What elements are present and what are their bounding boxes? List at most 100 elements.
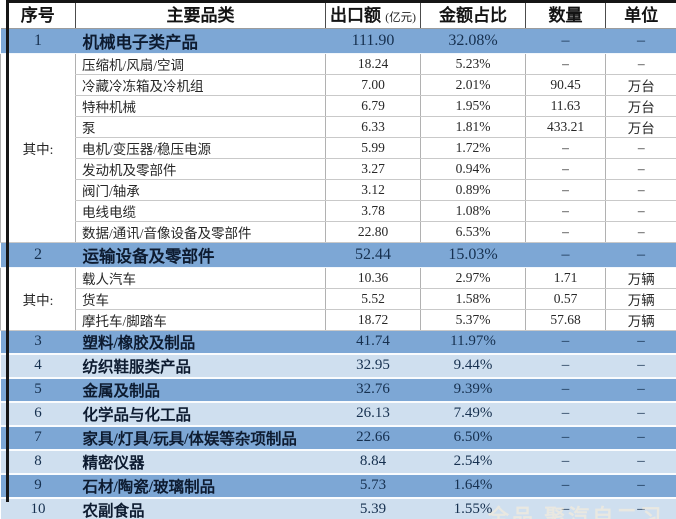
share-cell: 7.49% [420, 401, 526, 427]
share-cell: 1.81% [420, 116, 526, 138]
among-label-cell: 其中: [0, 53, 76, 243]
table-row: 7 家具/灯具/玩具/体娱等杂项制品 22.66 6.50% – – [0, 425, 676, 451]
unit-cell: – [605, 330, 676, 355]
unit-cell: – [605, 353, 676, 379]
category-cell: 石材/陶瓷/玻璃制品 [75, 473, 326, 499]
table-row: 6 化学品与化工品 26.13 7.49% – – [0, 401, 676, 427]
serial-cell: 1 [0, 28, 76, 54]
category-cell: 农副食品 [75, 497, 326, 519]
amount-cell: 3.12 [325, 179, 421, 201]
qty-cell: – [525, 497, 606, 519]
amount-cell: 5.73 [325, 473, 421, 499]
table-row: 泵 6.33 1.81% 433.21 万台 [1, 116, 676, 138]
table-row: 10 农副食品 5.39 1.55% – – [0, 497, 676, 519]
qty-cell: – [525, 401, 606, 427]
amount-cell: 18.24 [325, 53, 421, 75]
category-cell: 货车 [75, 288, 326, 310]
table-row: 5 金属及制品 32.76 9.39% – – [0, 377, 676, 403]
qty-cell: – [525, 158, 606, 180]
header-cell-share: 金额占比 [420, 0, 526, 29]
unit-cell: – [605, 28, 676, 54]
category-cell: 运输设备及零部件 [75, 242, 326, 268]
header-cell-category: 主要品类 [75, 0, 326, 29]
unit-cell: – [605, 137, 676, 159]
share-cell: 2.97% [420, 267, 526, 289]
category-cell: 电线电缆 [75, 200, 326, 222]
amount-cell: 5.52 [325, 288, 421, 310]
category-cell: 电机/变压器/稳压电源 [75, 137, 326, 159]
share-cell: 0.94% [420, 158, 526, 180]
table-row: 电线电缆 3.78 1.08% – – [1, 200, 676, 222]
share-cell: 5.37% [420, 309, 526, 331]
table-row: 摩托车/脚踏车 18.72 5.37% 57.68 万辆 [1, 309, 676, 331]
share-cell: 1.72% [420, 137, 526, 159]
category-cell: 塑料/橡胶及制品 [75, 330, 326, 355]
table-row: 冷藏冷冻箱及冷机组 7.00 2.01% 90.45 万台 [1, 74, 676, 96]
unit-cell: – [605, 425, 676, 451]
share-cell: 1.55% [420, 497, 526, 519]
category-cell: 发动机及零部件 [75, 158, 326, 180]
share-cell: 9.39% [420, 377, 526, 403]
qty-cell: 90.45 [525, 74, 606, 96]
unit-cell: – [605, 449, 676, 475]
amount-cell: 18.72 [325, 309, 421, 331]
unit-cell: – [605, 497, 676, 519]
qty-cell: – [525, 449, 606, 475]
amount-cell: 3.78 [325, 200, 421, 222]
amount-cell: 5.39 [325, 497, 421, 519]
share-cell: 9.44% [420, 353, 526, 379]
amount-cell: 41.74 [325, 330, 421, 355]
table-row: 数据/通讯/音像设备及零部件 22.80 6.53% – – [1, 221, 676, 243]
qty-cell: 433.21 [525, 116, 606, 138]
unit-cell: – [605, 53, 676, 75]
amount-cell: 8.84 [325, 449, 421, 475]
header-cell-amount: 出口额 (亿元) [325, 0, 421, 29]
qty-cell: – [525, 473, 606, 499]
share-cell: 6.50% [420, 425, 526, 451]
amount-cell: 22.80 [325, 221, 421, 243]
qty-cell: 57.68 [525, 309, 606, 331]
unit-cell: – [605, 377, 676, 403]
unit-cell: 万辆 [605, 288, 676, 310]
serial-cell: 2 [0, 242, 76, 268]
unit-cell: 万台 [605, 116, 676, 138]
serial-cell: 8 [0, 449, 76, 475]
amount-cell: 22.66 [325, 425, 421, 451]
table-row: 货车 5.52 1.58% 0.57 万辆 [1, 288, 676, 310]
qty-cell: – [525, 377, 606, 403]
qty-cell: 1.71 [525, 267, 606, 289]
unit-cell: – [605, 221, 676, 243]
table-row: 其中: 载人汽车 10.36 2.97% 1.71 万辆 [0, 267, 676, 331]
amount-cell: 52.44 [325, 242, 421, 268]
amount-cell: 3.27 [325, 158, 421, 180]
header-row: 序号 主要品类 出口额 (亿元) 金额占比 数量 单位 [0, 0, 676, 29]
qty-cell: – [525, 137, 606, 159]
qty-cell: – [525, 242, 606, 268]
category-cell: 机械电子类产品 [75, 28, 326, 54]
header-amount-unit-note: (亿元) [385, 12, 416, 25]
amount-cell: 26.13 [325, 401, 421, 427]
table-row: 9 石材/陶瓷/玻璃制品 5.73 1.64% – – [0, 473, 676, 499]
unit-cell: – [605, 179, 676, 201]
category-cell: 载人汽车 [75, 267, 326, 289]
category-cell: 化学品与化工品 [75, 401, 326, 427]
header-cell-no: 序号 [0, 0, 76, 29]
table-row: 1 机械电子类产品 111.90 32.08% – – [0, 28, 676, 54]
unit-cell: – [605, 401, 676, 427]
qty-cell: 11.63 [525, 95, 606, 117]
unit-cell: – [605, 158, 676, 180]
serial-cell: 6 [0, 401, 76, 427]
category-cell: 压缩机/风扇/空调 [75, 53, 326, 75]
share-cell: 1.95% [420, 95, 526, 117]
share-cell: 6.53% [420, 221, 526, 243]
among-label-cell: 其中: [0, 267, 76, 331]
amount-cell: 10.36 [325, 267, 421, 289]
unit-cell: 万台 [605, 74, 676, 96]
qty-cell: – [525, 53, 606, 75]
share-cell: 1.58% [420, 288, 526, 310]
share-cell: 1.08% [420, 200, 526, 222]
qty-cell: – [525, 425, 606, 451]
table-body: 1 机械电子类产品 111.90 32.08% – – 其中: 压缩机/风扇/空调 18.24 5… [0, 28, 676, 519]
category-cell: 家具/灯具/玩具/体娱等杂项制品 [75, 425, 326, 451]
